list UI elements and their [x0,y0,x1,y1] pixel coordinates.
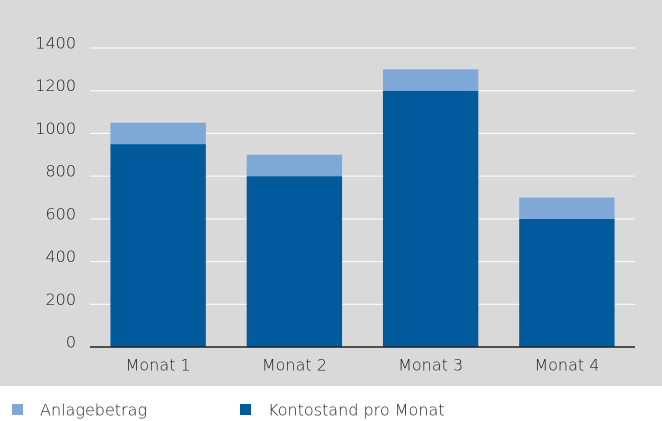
x-tick-label: Monat 3 [398,356,463,375]
bar-segment [382,90,479,347]
bar-segment [110,144,206,347]
bar-segment [110,122,206,145]
x-tick-label: Monat 4 [534,356,599,375]
y-tick-label: 800 [45,162,76,181]
x-tick-label: Monat 1 [126,356,191,375]
bar-segment [519,197,615,219]
bar-segment [519,218,615,347]
y-tick-label: 0 [66,333,76,352]
y-tick-label: 1200 [35,76,76,95]
bar-segment [246,176,343,347]
legend-label: Kontostand pro Monat [268,401,445,420]
legend-swatch [12,404,23,415]
legend-label: Anlagebetrag [40,401,147,420]
y-tick-label: 1400 [35,34,76,53]
y-tick-label: 400 [45,247,76,266]
legend-swatch [240,404,251,415]
bar-segment [246,154,343,177]
bar-segment [382,69,479,91]
y-tick-label: 200 [45,290,76,309]
y-tick-label: 600 [45,204,76,223]
x-tick-label: Monat 2 [262,356,327,375]
y-tick-label: 1000 [35,119,76,138]
